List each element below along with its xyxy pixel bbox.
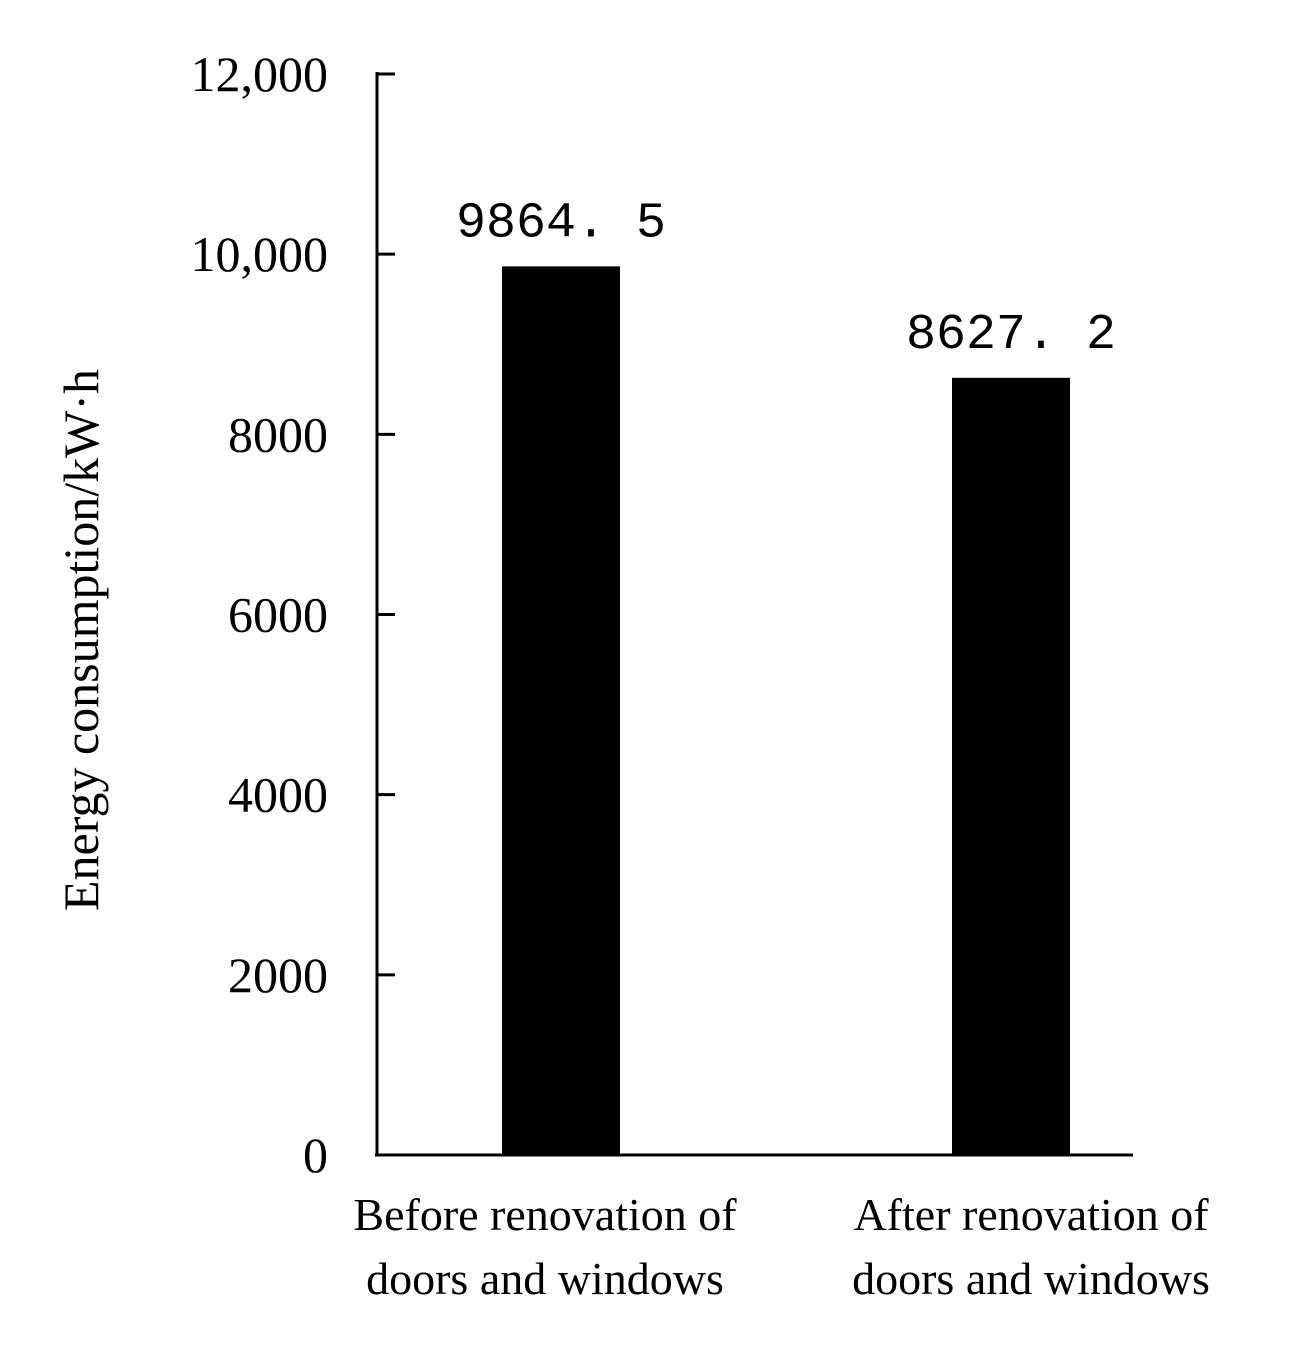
y-ticks: 0 2000 4000 6000 8000 10,000 12,000 xyxy=(191,46,395,1183)
y-tick-label: 2000 xyxy=(228,947,328,1003)
category-label: After renovation of xyxy=(853,1189,1209,1240)
bar xyxy=(952,377,1070,1155)
y-tick-label: 6000 xyxy=(228,587,328,643)
bars xyxy=(502,266,1070,1156)
y-tick-label: 8000 xyxy=(228,406,328,462)
bar xyxy=(502,266,620,1156)
y-tick-label: 12,000 xyxy=(191,46,329,102)
y-tick-label: 0 xyxy=(303,1127,328,1183)
category-labels: Before renovation of doors and windows Aft… xyxy=(353,1189,1209,1304)
category-label: Before renovation of xyxy=(353,1189,737,1240)
y-tick-label: 4000 xyxy=(228,767,328,823)
data-label: 9864. 5 xyxy=(456,195,666,252)
category-label: doors and windows xyxy=(852,1253,1210,1304)
category-label: doors and windows xyxy=(366,1253,724,1304)
value-labels: 9864. 5 8627. 2 xyxy=(456,195,1116,363)
y-tick-label: 10,000 xyxy=(191,226,329,282)
y-axis-title: Energy consumption/kW·h xyxy=(53,369,109,911)
data-label: 8627. 2 xyxy=(906,307,1116,364)
